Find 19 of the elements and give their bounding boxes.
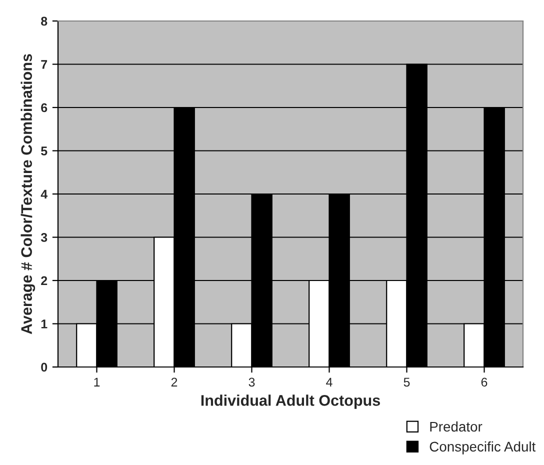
y-tick-label: 4 bbox=[40, 190, 48, 199]
y-tick-label: 6 bbox=[41, 103, 48, 112]
y-tick-label: 2 bbox=[41, 276, 48, 286]
x-tick-label: 1 bbox=[94, 378, 100, 386]
y-tick-label: 8 bbox=[41, 16, 48, 26]
legend-label: Predator bbox=[430, 421, 482, 432]
y-tick-label: 3 bbox=[40, 233, 48, 242]
x-tick-label: 6 bbox=[481, 378, 488, 387]
y-tick-label: 5 bbox=[41, 146, 48, 156]
x-axis-title: Individual Adult Octopus bbox=[201, 394, 380, 409]
x-tick-label: 4 bbox=[326, 378, 332, 386]
x-tick-label: 3 bbox=[248, 378, 255, 387]
y-axis-title: Average # Color/Texture Combinations bbox=[20, 54, 36, 334]
y-tick-label: 0 bbox=[41, 362, 48, 372]
y-tick-label: 7 bbox=[41, 60, 48, 69]
x-tick-label: 2 bbox=[171, 378, 178, 386]
y-tick-label: 1 bbox=[41, 320, 48, 328]
x-tick-label: 5 bbox=[404, 378, 410, 387]
legend-label: Conspecific Adult bbox=[430, 441, 536, 454]
